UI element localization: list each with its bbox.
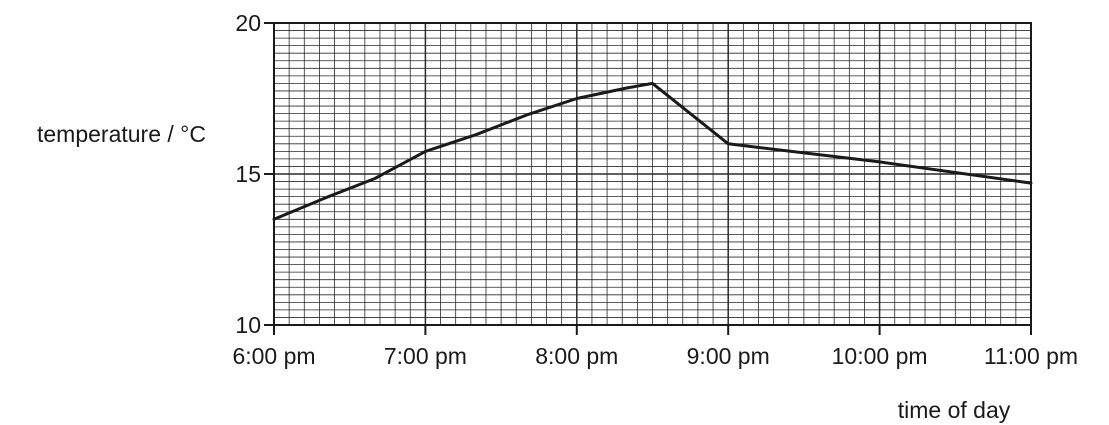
x-axis-label: time of day: [898, 397, 1011, 423]
x-tick-label: 6:00 pm: [232, 343, 315, 369]
y-axis-label: temperature / °C: [37, 121, 206, 147]
y-tick-label: 15: [235, 161, 261, 187]
y-tick-label: 20: [235, 10, 261, 36]
y-tick-label: 10: [235, 312, 261, 338]
tick-labels: 10 15 20 6:00 pm 7:00 pm 8:00 pm 9:00 pm 10:00 …: [232, 10, 1078, 369]
x-tick-label: 9:00 pm: [687, 343, 770, 369]
x-tick-label: 11:00 pm: [984, 343, 1078, 369]
x-tick-label: 7:00 pm: [384, 343, 467, 369]
temperature-line: [272, 81, 1033, 221]
x-tick-label: 10:00 pm: [832, 343, 928, 369]
chart-grid: [273, 22, 1032, 326]
x-tick-label: 8:00 pm: [535, 343, 618, 369]
data-series: [272, 81, 1033, 221]
axis-ticks: [264, 22, 1032, 335]
